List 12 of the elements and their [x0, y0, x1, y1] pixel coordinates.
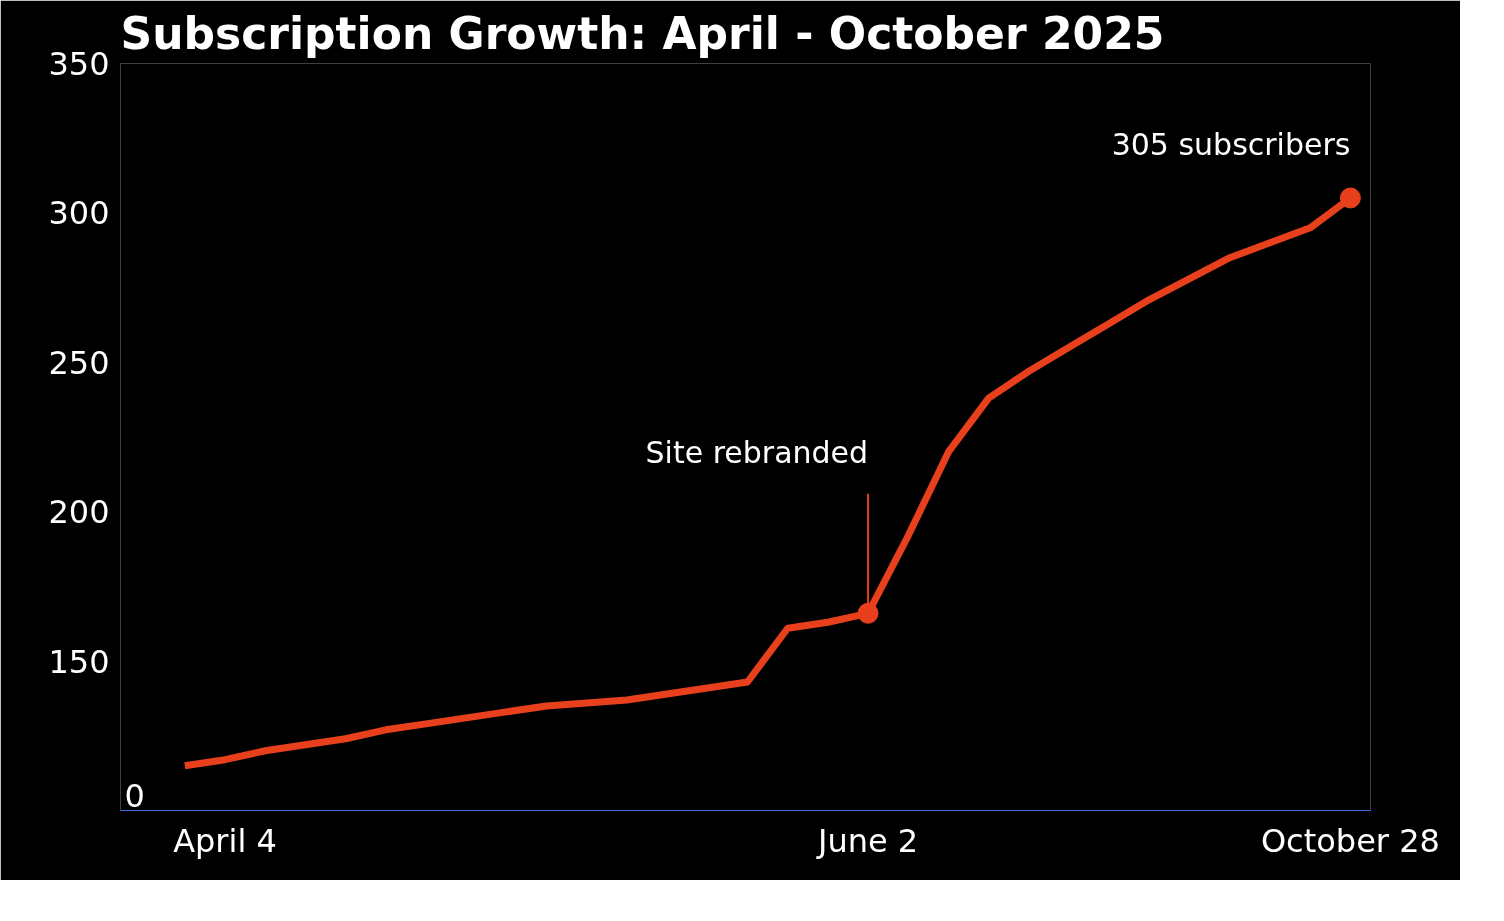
chart-title: Subscription Growth: April - October 2025 [120, 7, 1165, 59]
y-tick-label: 350 [48, 45, 110, 83]
annotation: 305 subscribers [1111, 127, 1351, 163]
x-tick-label: June 2 [815, 821, 919, 860]
x-tick-label: April 4 [173, 821, 277, 860]
y-tick-label: 150 [48, 642, 110, 681]
y-tick-label: 200 [48, 493, 110, 532]
text: 0 [124, 776, 145, 815]
y-tick-label: 250 [48, 343, 110, 382]
annotation: Site rebranded [645, 434, 869, 470]
y-tick-label: 300 [48, 194, 110, 233]
x-tick-label: October 28 [1260, 821, 1440, 860]
